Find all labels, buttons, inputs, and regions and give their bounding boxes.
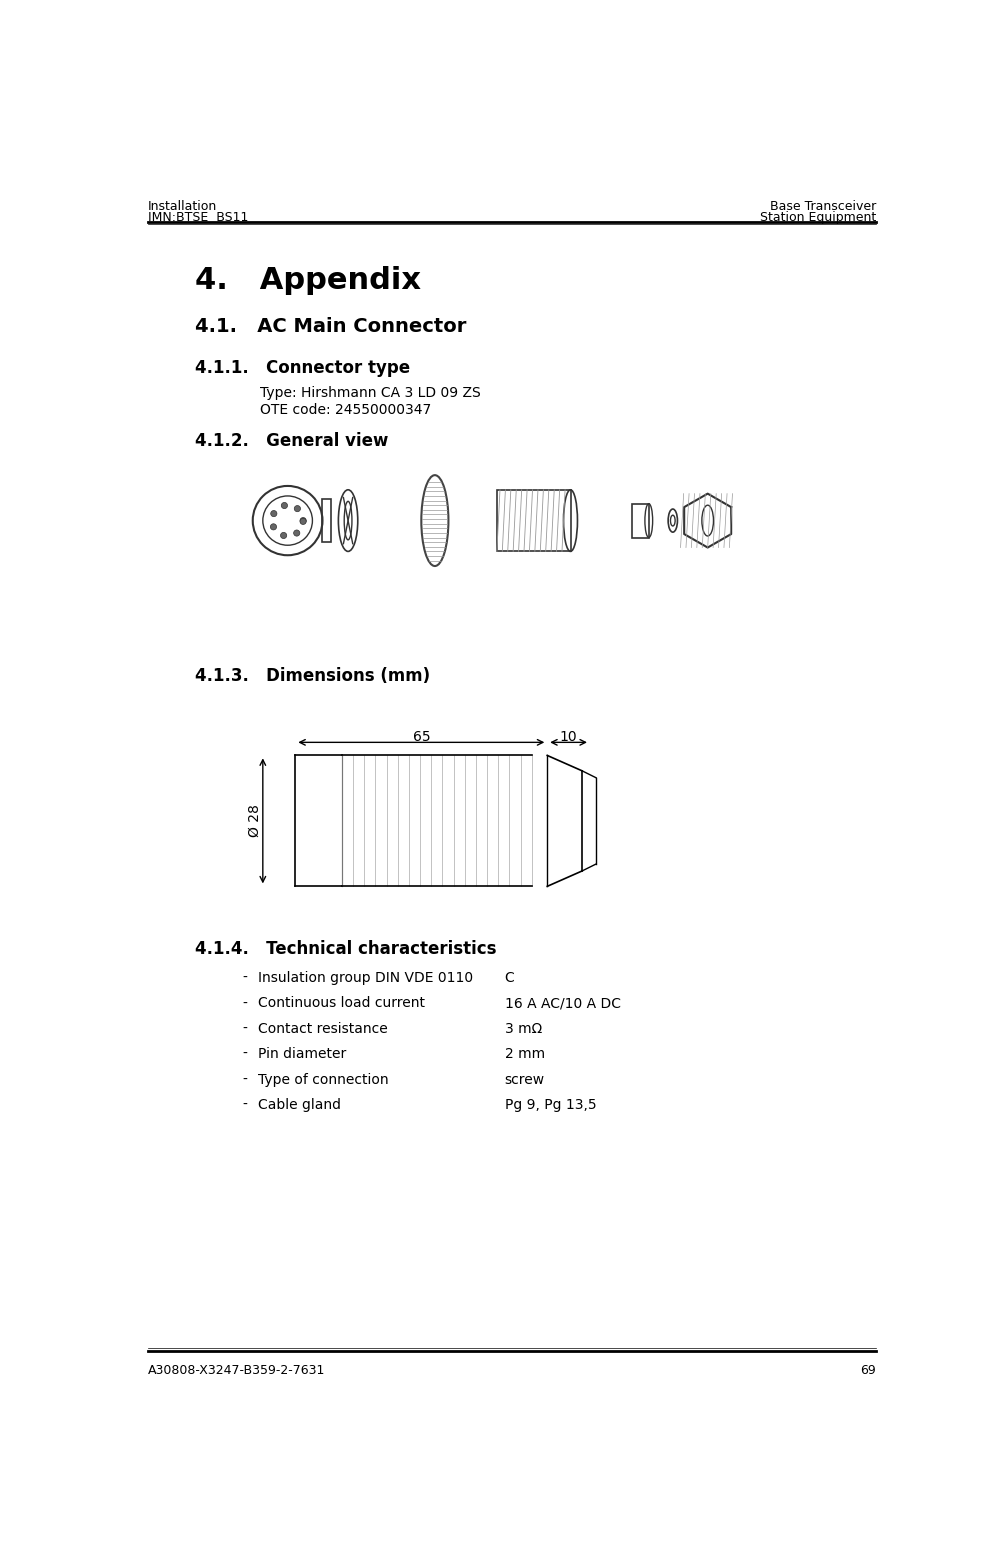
Text: Base Transceiver: Base Transceiver bbox=[769, 200, 876, 212]
Bar bbox=[497, 490, 570, 551]
Text: -: - bbox=[243, 1023, 248, 1036]
Text: A30808-X3247-B359-2-7631: A30808-X3247-B359-2-7631 bbox=[148, 1364, 326, 1377]
Text: Installation: Installation bbox=[148, 200, 218, 212]
Bar bbox=[322, 500, 331, 541]
Text: -: - bbox=[243, 1047, 248, 1061]
Circle shape bbox=[271, 511, 277, 517]
Text: 4.   Appendix: 4. Appendix bbox=[195, 266, 421, 295]
Circle shape bbox=[300, 518, 307, 524]
Text: Continuous load current: Continuous load current bbox=[258, 996, 426, 1010]
Circle shape bbox=[294, 531, 300, 537]
Text: 2 mm: 2 mm bbox=[504, 1047, 544, 1061]
Text: C: C bbox=[504, 972, 514, 985]
Text: screw: screw bbox=[504, 1072, 544, 1086]
Text: Pg 9, Pg 13,5: Pg 9, Pg 13,5 bbox=[504, 1098, 596, 1112]
Text: Station Equipment: Station Equipment bbox=[759, 210, 876, 224]
Text: 65: 65 bbox=[413, 730, 431, 744]
Text: 4.1.4.   Technical characteristics: 4.1.4. Technical characteristics bbox=[195, 941, 497, 958]
Text: 4.1.3.   Dimensions (mm): 4.1.3. Dimensions (mm) bbox=[195, 667, 430, 685]
Text: -: - bbox=[243, 972, 248, 985]
Text: Cable gland: Cable gland bbox=[258, 1098, 342, 1112]
Text: Contact resistance: Contact resistance bbox=[258, 1023, 388, 1036]
Circle shape bbox=[281, 532, 287, 538]
Text: Type of connection: Type of connection bbox=[258, 1072, 389, 1086]
Text: -: - bbox=[243, 1072, 248, 1086]
Text: OTE code: 24550000347: OTE code: 24550000347 bbox=[261, 402, 432, 416]
Text: -: - bbox=[243, 1098, 248, 1112]
Text: 3 mΩ: 3 mΩ bbox=[504, 1023, 541, 1036]
Text: -: - bbox=[243, 996, 248, 1010]
Text: 69: 69 bbox=[860, 1364, 876, 1377]
Text: Ø 28: Ø 28 bbox=[248, 804, 262, 837]
Text: 10: 10 bbox=[559, 730, 577, 744]
Text: Insulation group DIN VDE 0110: Insulation group DIN VDE 0110 bbox=[258, 972, 474, 985]
Text: IMN:BTSE  BS11: IMN:BTSE BS11 bbox=[148, 210, 249, 224]
Circle shape bbox=[282, 503, 288, 509]
Text: 16 A AC/10 A DC: 16 A AC/10 A DC bbox=[504, 996, 620, 1010]
Circle shape bbox=[300, 518, 307, 524]
Text: 4.1.   AC Main Connector: 4.1. AC Main Connector bbox=[195, 317, 466, 336]
Text: Type: Hirshmann CA 3 LD 09 ZS: Type: Hirshmann CA 3 LD 09 ZS bbox=[261, 385, 482, 399]
Bar bbox=[631, 504, 648, 537]
Text: Pin diameter: Pin diameter bbox=[258, 1047, 347, 1061]
Circle shape bbox=[271, 524, 277, 531]
Text: 4.1.1.   Connector type: 4.1.1. Connector type bbox=[195, 359, 410, 377]
Text: 4.1.2.   General view: 4.1.2. General view bbox=[195, 432, 388, 450]
Circle shape bbox=[295, 506, 301, 512]
